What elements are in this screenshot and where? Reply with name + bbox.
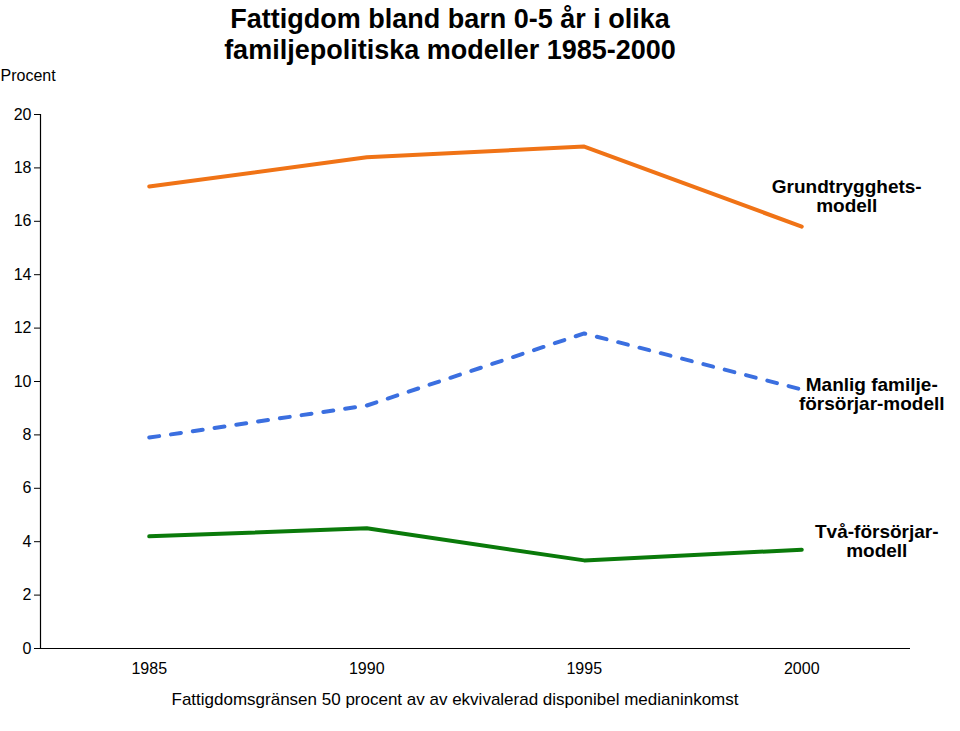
svg-text:6: 6 bbox=[23, 479, 32, 496]
svg-text:Procent: Procent bbox=[1, 67, 57, 84]
html-text:Fattigdomsgränsen 50 procent a: Fattigdomsgränsen 50 procent av av ekviv… bbox=[171, 690, 739, 709]
svg-text:1995: 1995 bbox=[566, 660, 602, 677]
svg-text:14: 14 bbox=[14, 266, 32, 283]
svg-text:Manlig familje-försörjar-model: Manlig familje-försörjar-modell bbox=[799, 374, 945, 414]
svg-text:4: 4 bbox=[23, 533, 32, 550]
html-text:Fattigdom bland barn 0-5 år i: Fattigdom bland barn 0-5 år i olika fami… bbox=[224, 4, 676, 65]
svg-text:2: 2 bbox=[23, 586, 32, 603]
svg-text:Grundtrygghets-modell: Grundtrygghets-modell bbox=[772, 176, 922, 216]
svg-text:8: 8 bbox=[23, 426, 32, 443]
svg-text:12: 12 bbox=[14, 319, 32, 336]
svg-text:0: 0 bbox=[23, 640, 32, 657]
svg-text:16: 16 bbox=[14, 212, 32, 229]
svg-text:2000: 2000 bbox=[784, 660, 820, 677]
svg-text:10: 10 bbox=[14, 373, 32, 390]
svg-text:18: 18 bbox=[14, 159, 32, 176]
svg-text:1985: 1985 bbox=[131, 660, 167, 677]
svg-text:20: 20 bbox=[14, 106, 32, 123]
svg-text:Två-försörjar-modell: Två-försörjar-modell bbox=[815, 521, 939, 561]
svg-text:1990: 1990 bbox=[349, 660, 385, 677]
